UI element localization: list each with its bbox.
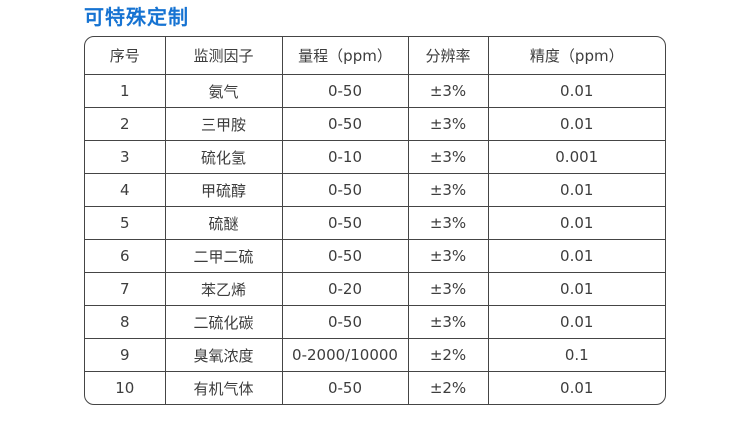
table-cell: ±2%	[408, 371, 489, 404]
table-cell: 0.01	[488, 206, 665, 240]
column-header: 监测因子	[165, 37, 283, 75]
table-cell: ±3%	[408, 173, 489, 207]
table-cell: 有机气体	[165, 371, 283, 404]
table-cell: ±3%	[408, 74, 489, 108]
table-cell: 5	[85, 206, 166, 240]
table-cell: 0.01	[488, 74, 665, 108]
table-cell: 8	[85, 305, 166, 339]
table-cell: 0.001	[488, 140, 665, 174]
table-row: 7 苯乙烯 0-20 ±3% 0.01	[85, 272, 665, 306]
page-title: 可特殊定制	[84, 5, 189, 29]
table-row: 9 臭氧浓度 0-2000/10000 ±2% 0.1	[85, 338, 665, 372]
table-cell: ±3%	[408, 272, 489, 306]
table-cell: 二硫化碳	[165, 305, 283, 339]
table-cell: 0.01	[488, 173, 665, 207]
table-cell: 0-50	[282, 305, 409, 339]
table-cell: 0-50	[282, 173, 409, 207]
table-cell: 1	[85, 74, 166, 108]
table-cell: 0-50	[282, 206, 409, 240]
table-row: 1 氨气 0-50 ±3% 0.01	[85, 74, 665, 108]
column-header: 分辨率	[408, 37, 489, 75]
table-cell: 0-50	[282, 371, 409, 404]
table-cell: 3	[85, 140, 166, 174]
table-row: 2 三甲胺 0-50 ±3% 0.01	[85, 107, 665, 141]
table-cell: 6	[85, 239, 166, 273]
table-cell: 0-10	[282, 140, 409, 174]
spec-table: 序号 监测因子 量程（ppm） 分辨率 精度（ppm） 1 氨气 0-50 ±3% 0.01 2 三…	[84, 36, 666, 405]
header-row: 序号 监测因子 量程（ppm） 分辨率 精度（ppm）	[85, 37, 665, 75]
table-cell: ±3%	[408, 206, 489, 240]
table-cell: 0-50	[282, 107, 409, 141]
table-cell: 硫化氢	[165, 140, 283, 174]
column-header: 量程（ppm）	[282, 37, 409, 75]
table-body: 1 氨气 0-50 ±3% 0.01 2 三甲胺 0-50 ±3% 0.01 3 硫化氢 0-10 ±3%…	[85, 74, 665, 404]
column-header: 精度（ppm）	[488, 37, 665, 75]
table-row: 10 有机气体 0-50 ±2% 0.01	[85, 371, 665, 404]
column-header: 序号	[85, 37, 166, 75]
table-cell: 0-20	[282, 272, 409, 306]
table-cell: 0.1	[488, 338, 665, 372]
table-cell: 0.01	[488, 107, 665, 141]
table-cell: 硫醚	[165, 206, 283, 240]
table-cell: ±3%	[408, 140, 489, 174]
table-cell: ±2%	[408, 338, 489, 372]
spec-table-grid: 序号 监测因子 量程（ppm） 分辨率 精度（ppm） 1 氨气 0-50 ±3% 0.01 2 三…	[85, 37, 665, 404]
table-cell: 氨气	[165, 74, 283, 108]
table-cell: 0.01	[488, 239, 665, 273]
table-cell: ±3%	[408, 107, 489, 141]
table-cell: 0-50	[282, 239, 409, 273]
table-cell: 7	[85, 272, 166, 306]
table-cell: 甲硫醇	[165, 173, 283, 207]
table-row: 6 二甲二硫 0-50 ±3% 0.01	[85, 239, 665, 273]
table-cell: 0-2000/10000	[282, 338, 409, 372]
table-row: 3 硫化氢 0-10 ±3% 0.001	[85, 140, 665, 174]
table-cell: 10	[85, 371, 166, 404]
table-cell: 二甲二硫	[165, 239, 283, 273]
table-row: 5 硫醚 0-50 ±3% 0.01	[85, 206, 665, 240]
table-cell: 三甲胺	[165, 107, 283, 141]
table-cell: 2	[85, 107, 166, 141]
table-cell: 苯乙烯	[165, 272, 283, 306]
table-cell: 4	[85, 173, 166, 207]
table-cell: 0.01	[488, 272, 665, 306]
table-cell: ±3%	[408, 305, 489, 339]
table-cell: 0.01	[488, 305, 665, 339]
table-cell: 臭氧浓度	[165, 338, 283, 372]
table-cell: 0-50	[282, 74, 409, 108]
table-cell: ±3%	[408, 239, 489, 273]
table-cell: 0.01	[560, 379, 594, 397]
table-cell: 9	[85, 338, 166, 372]
table-row: 8 二硫化碳 0-50 ±3% 0.01	[85, 305, 665, 339]
table-row: 4 甲硫醇 0-50 ±3% 0.01	[85, 173, 665, 207]
